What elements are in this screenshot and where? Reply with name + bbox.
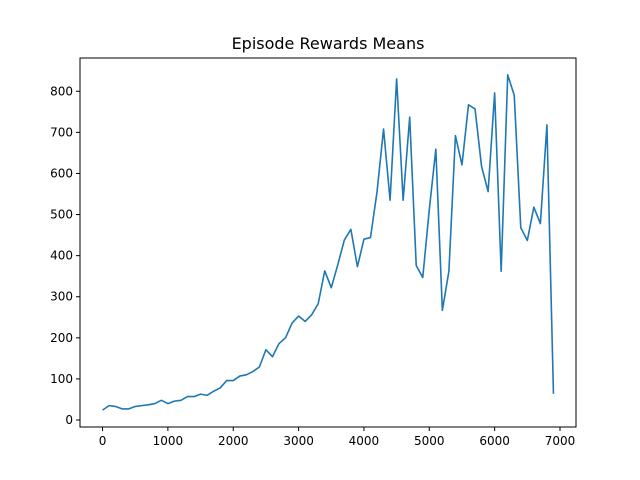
y-tick-label: 0 — [65, 413, 73, 427]
y-tick-label: 400 — [50, 249, 73, 263]
y-tick-label: 300 — [50, 290, 73, 304]
y-axis-ticks: 0 100 200 300 400 500 600 700 800 — [50, 84, 80, 427]
x-tick-label: 7000 — [545, 434, 576, 448]
y-tick-label: 700 — [50, 125, 73, 139]
axes-frame — [79, 57, 577, 428]
x-tick-label: 2000 — [218, 434, 249, 448]
y-tick-label: 800 — [50, 84, 73, 98]
y-tick-label: 600 — [50, 166, 73, 180]
x-tick-label: 4000 — [349, 434, 380, 448]
plot-area — [102, 74, 555, 411]
chart-title: Episode Rewards Means — [232, 34, 425, 53]
x-tick-label: 5000 — [414, 434, 445, 448]
x-tick-label: 6000 — [479, 434, 510, 448]
x-tick-label: 3000 — [283, 434, 314, 448]
y-tick-label: 100 — [50, 372, 73, 386]
series-line — [102, 74, 555, 411]
x-tick-label: 1000 — [153, 434, 184, 448]
x-axis-ticks: 0 1000 2000 3000 4000 5000 6000 7000 — [99, 427, 576, 448]
x-tick-label: 0 — [99, 434, 107, 448]
y-tick-label: 200 — [50, 331, 73, 345]
y-tick-label: 500 — [50, 208, 73, 222]
